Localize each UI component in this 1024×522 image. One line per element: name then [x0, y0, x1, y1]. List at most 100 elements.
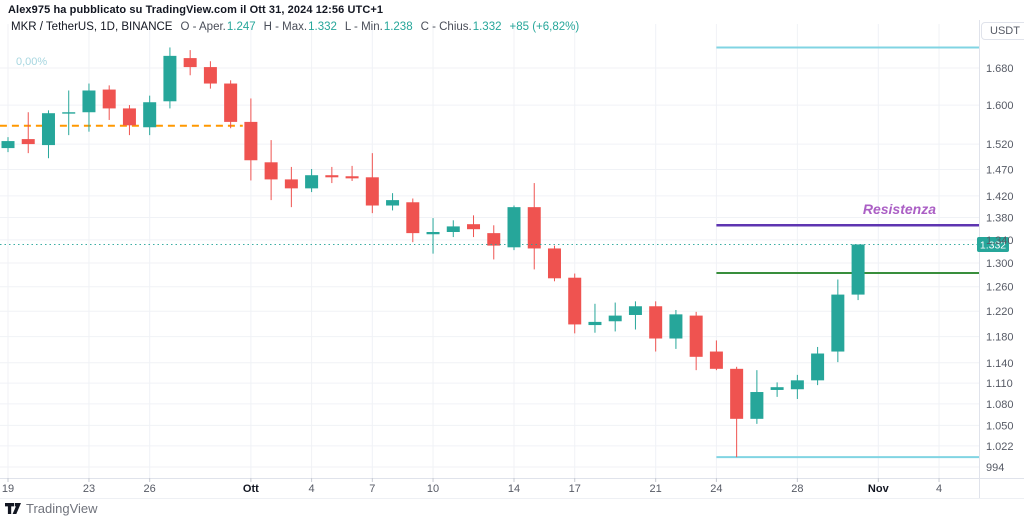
tradingview-logo-icon — [5, 502, 21, 514]
candle-body — [224, 83, 238, 122]
candle-body — [709, 351, 723, 369]
price-tick-label: 1.520 — [986, 139, 1014, 151]
candle-body — [487, 233, 501, 246]
time-tick-label: Nov — [868, 483, 890, 495]
time-axis[interactable]: 19 23 26 Ott 4 7 10 14 17 21 24 28 Nov 4 — [2, 478, 942, 495]
legend-ohlc-fields: O - Aper.1.247 H - Max.1.332 L - Min.1.238… — [172, 21, 501, 33]
candle-body — [82, 90, 96, 113]
candle-body — [203, 67, 217, 84]
price-tick-label: 1.050 — [986, 420, 1014, 432]
time-tick-label: 7 — [369, 483, 375, 495]
change-value: +85 (+6,82%) — [509, 21, 580, 33]
candle-body — [345, 176, 359, 179]
candle-body — [689, 315, 703, 357]
legend-field-value: 1.238 — [383, 21, 413, 33]
candle-body — [102, 89, 116, 109]
candle-body — [770, 387, 784, 390]
price-tick-label: 1.110 — [986, 378, 1013, 390]
time-tick-label: 17 — [569, 483, 581, 495]
candle-body — [365, 177, 379, 206]
time-tick-label: Ott — [243, 483, 259, 495]
candle-body — [507, 207, 521, 248]
price-tick-label: 1.470 — [986, 165, 1014, 177]
candle-body — [122, 108, 136, 126]
tradingview-logo[interactable]: TradingView — [5, 501, 98, 516]
candle-body — [21, 139, 35, 145]
candle-body — [750, 392, 764, 419]
candle-body — [305, 175, 319, 189]
price-tick-label: 1.260 — [986, 282, 1014, 294]
price-tick-label: 1.300 — [986, 258, 1014, 270]
price-tick-label: 1.180 — [986, 332, 1014, 344]
axis-separators — [0, 20, 1024, 499]
candle-body — [1, 141, 15, 149]
candle-body — [568, 277, 582, 325]
legend-field-value: 1.247 — [226, 21, 256, 33]
time-tick-label: 28 — [791, 483, 803, 495]
price-tick-label: 1.680 — [986, 63, 1014, 75]
candles — [1, 47, 865, 458]
attribution-text: Alex975 ha pubblicato su TradingView.com… — [8, 4, 384, 16]
legend-field-label: O - Aper. — [180, 21, 226, 33]
price-tick-label: 1.380 — [986, 213, 1014, 225]
price-tick-label: 1.420 — [986, 191, 1014, 203]
tradingview-logo-text: TradingView — [26, 501, 98, 516]
candle-body — [831, 294, 845, 352]
candle-body — [527, 207, 541, 249]
time-tick-label: 24 — [710, 483, 722, 495]
candle-body — [41, 113, 55, 146]
price-axis-unit: USDT — [981, 22, 1024, 40]
time-tick-label: 4 — [936, 483, 942, 495]
candle-body — [284, 179, 298, 189]
price-tick-label: 1.340 — [986, 235, 1014, 247]
candle-body — [669, 314, 683, 339]
symbol-title: MKR / TetherUS, 1D, BINANCE — [11, 21, 173, 33]
price-tick-label: 1.080 — [986, 399, 1014, 411]
candle-body — [406, 202, 420, 234]
candle-body — [244, 121, 258, 161]
candle-body — [386, 200, 400, 206]
time-tick-label: 26 — [144, 483, 156, 495]
resistance-label[interactable]: Resistenza — [862, 201, 936, 217]
legend-field-label: C - Chius. — [420, 21, 472, 33]
time-tick-label: 19 — [2, 483, 14, 495]
chart-legend: MKR / TetherUS, 1D, BINANCE O - Aper.1.24… — [11, 21, 579, 33]
candle-body — [163, 55, 177, 102]
candle-body — [730, 368, 744, 419]
price-tick-label: 1.022 — [986, 441, 1014, 453]
candle-body — [446, 226, 460, 233]
candle-body — [649, 306, 663, 339]
candle-body — [547, 248, 561, 279]
last-price-badge — [977, 236, 1009, 252]
gridlines — [0, 24, 979, 478]
candle-body — [325, 175, 339, 178]
candle-body — [426, 232, 440, 235]
candle-body — [608, 315, 622, 322]
time-tick-label: 14 — [508, 483, 520, 495]
price-tick-label: 1.600 — [986, 100, 1014, 112]
price-tick-label: 1.220 — [986, 306, 1014, 318]
price-axis[interactable]: 1.680 1.600 1.520 1.470 1.420 1.380 1.340 1.300… — [986, 63, 1014, 474]
last-price-badge-text: 1.332 — [980, 239, 1006, 251]
candle-body — [811, 353, 825, 381]
legend-field-label: H - Max. — [263, 21, 308, 33]
candle-body — [790, 380, 804, 390]
candle-body — [62, 112, 76, 114]
candle-body — [628, 306, 642, 315]
time-tick-label: 21 — [650, 483, 662, 495]
candle-body — [183, 58, 197, 68]
time-tick-label: 23 — [83, 483, 95, 495]
legend-field-value: 1.332 — [308, 21, 337, 33]
legend-field-label: L - Min. — [344, 21, 383, 33]
price-tick-label: 994 — [986, 462, 1004, 474]
candle-body — [143, 102, 157, 128]
candle-body — [264, 162, 278, 180]
candle-body — [588, 321, 602, 326]
time-tick-label: 4 — [309, 483, 315, 495]
candle-body — [851, 244, 865, 295]
drawing-lines[interactable] — [0, 46, 979, 459]
price-tick-label: 1.140 — [986, 358, 1014, 370]
candle-body — [467, 224, 481, 230]
time-tick-label: 10 — [427, 483, 439, 495]
